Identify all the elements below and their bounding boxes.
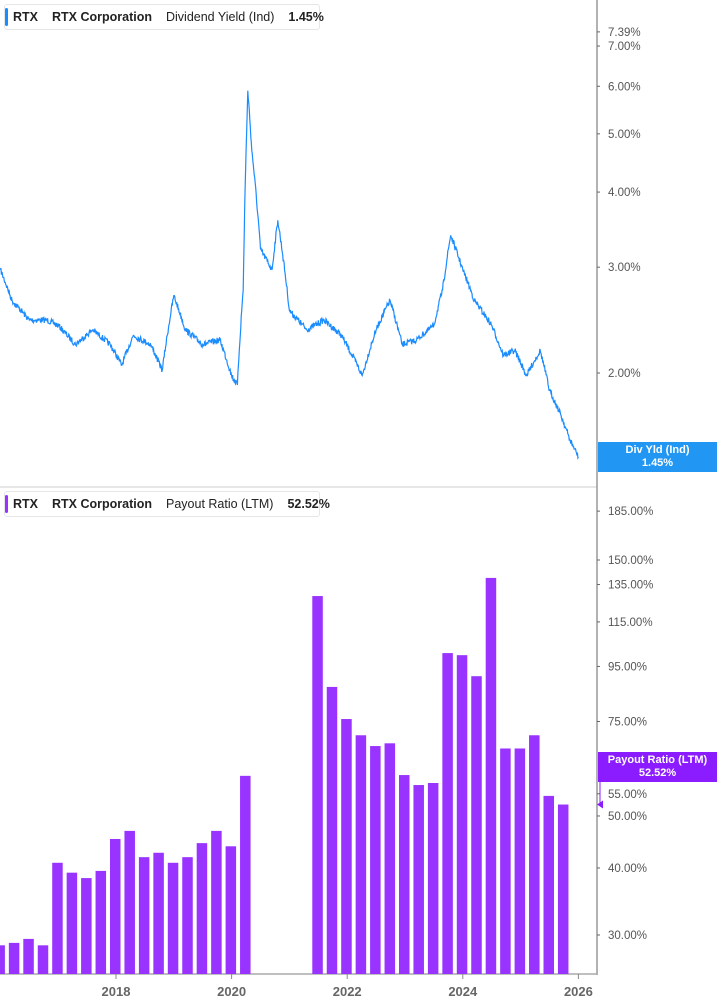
yield-legend-value: 1.45% [288, 10, 324, 24]
payout-y-tick-label: 55.00% [608, 789, 647, 801]
payout-bar [341, 719, 352, 974]
yield-tag-value: 1.45% [641, 457, 674, 469]
payout-value-tag: Payout Ratio (LTM) 52.52% [598, 752, 717, 782]
payout-bar [413, 785, 424, 974]
yield-y-tick-label: 4.00% [608, 187, 641, 199]
yield-legend-ticker: RTX [13, 10, 38, 24]
payout-legend-company: RTX Corporation [52, 497, 152, 511]
payout-bar [37, 945, 49, 974]
payout-legend-value: 52.52% [287, 497, 330, 511]
payout-y-tick-label: 115.00% [608, 617, 653, 629]
x-tick-label: 2022 [333, 984, 362, 999]
payout-bar [529, 735, 540, 974]
payout-legend-ticker: RTX [13, 497, 38, 511]
payout-bar [66, 872, 78, 974]
yield-y-tick-label: 7.39% [608, 27, 641, 39]
payout-bar [225, 846, 237, 974]
payout-bar [500, 748, 511, 974]
payout-legend[interactable]: RTX RTX Corporation Payout Ratio (LTM) 5… [4, 491, 330, 517]
payout-bar [399, 775, 410, 974]
payout-bar [138, 857, 150, 974]
payout-bar [543, 795, 554, 974]
payout-bar [23, 938, 34, 974]
payout-y-tick-label: 30.00% [608, 930, 647, 942]
payout-y-tick-label: 75.00% [608, 717, 647, 729]
payout-bar [240, 775, 251, 974]
payout-bar [370, 746, 381, 974]
payout-tag-label: Payout Ratio (LTM) [607, 754, 708, 766]
payout-bar [514, 748, 526, 974]
yield-y-tick-label: 2.00% [608, 368, 641, 380]
yield-y-tick-label: 7.00% [608, 41, 641, 53]
payout-bar [0, 945, 5, 974]
yield-legend-metric: Dividend Yield (Ind) [166, 10, 275, 24]
x-tick-label: 2026 [564, 984, 593, 999]
payout-bar [124, 830, 135, 974]
payout-bar [355, 735, 367, 974]
payout-bar [196, 843, 208, 974]
payout-bar [211, 830, 222, 974]
yield-tag-label: Div Yld (Ind) [625, 444, 690, 456]
payout-bar [153, 852, 164, 974]
payout-bar [471, 676, 482, 974]
payout-bar [95, 870, 107, 974]
payout-bar [110, 838, 121, 974]
x-tick-label: 2020 [217, 984, 246, 999]
payout-bar [167, 862, 179, 974]
payout-bar [326, 686, 338, 974]
payout-bar [81, 878, 92, 974]
yield-legend[interactable]: RTX RTX Corporation Dividend Yield (Ind)… [4, 4, 324, 30]
payout-bar [442, 653, 453, 974]
payout-bar [485, 577, 497, 974]
payout-bar [8, 942, 20, 974]
payout-bar [456, 655, 468, 974]
yield-legend-company: RTX Corporation [52, 10, 152, 24]
payout-y-tick-label: 135.00% [608, 580, 653, 592]
payout-y-tick-label: 95.00% [608, 661, 647, 673]
payout-bar [557, 804, 569, 974]
payout-tag-value: 52.52% [638, 767, 677, 779]
payout-bar [182, 857, 193, 974]
yield-value-tag: Div Yld (Ind) 1.45% [598, 442, 717, 472]
payout-y-tick-label: 50.00% [608, 811, 647, 823]
yield-legend-color [5, 8, 8, 26]
payout-y-tick-label: 40.00% [608, 863, 647, 875]
payout-y-tick-label: 185.00% [608, 506, 653, 518]
payout-bar [384, 743, 396, 974]
payout-legend-color [5, 495, 8, 513]
payout-bar [312, 596, 323, 974]
yield-y-tick-label: 3.00% [608, 262, 641, 274]
payout-legend-metric: Payout Ratio (LTM) [166, 497, 274, 511]
x-tick-label: 2018 [102, 984, 131, 999]
payout-bar [52, 862, 63, 974]
yield-y-tick-label: 6.00% [608, 81, 641, 93]
payout-bar [427, 783, 439, 974]
yield-y-tick-label: 5.00% [608, 129, 641, 141]
dividend-yield-line [0, 90, 579, 461]
x-tick-label: 2024 [448, 984, 478, 999]
payout-y-tick-label: 150.00% [608, 555, 653, 567]
